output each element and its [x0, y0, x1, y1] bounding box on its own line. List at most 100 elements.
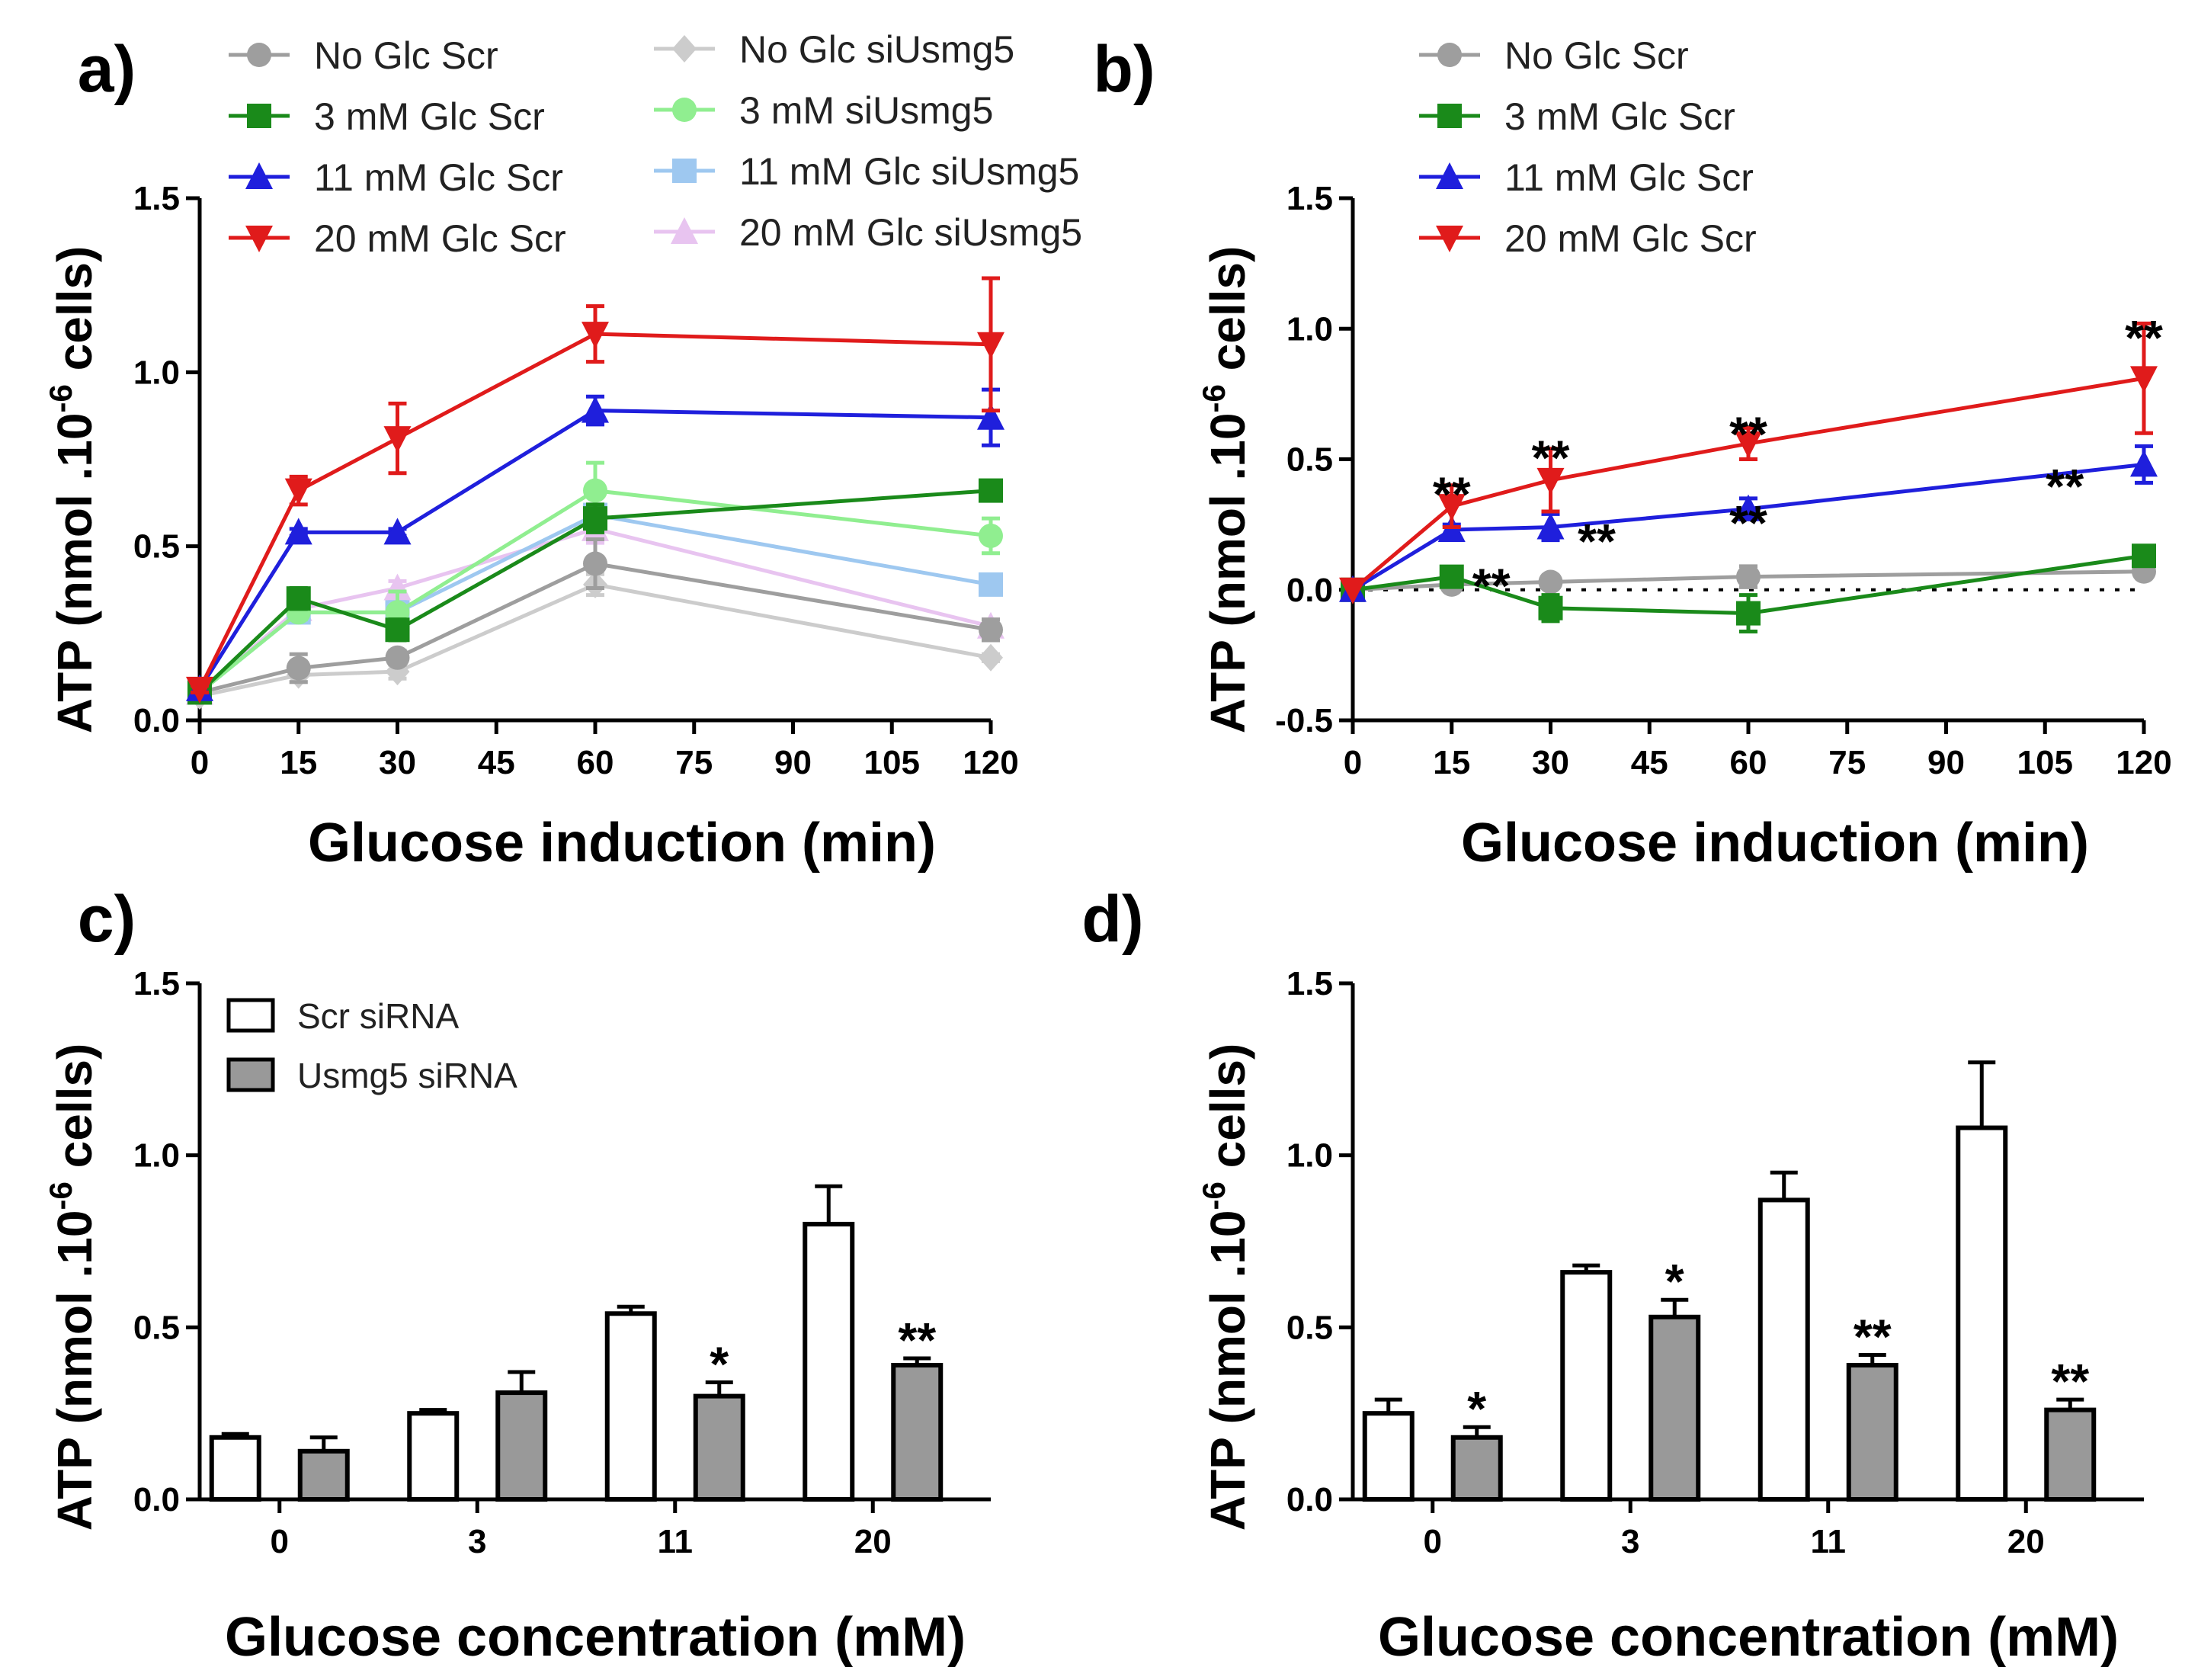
data-point [979, 572, 1003, 597]
legend-marker [1436, 162, 1463, 189]
x-tick-label: 90 [774, 744, 812, 781]
legend-marker [672, 98, 697, 122]
y-tick-label: 0.5 [133, 1309, 180, 1346]
y-tick-label: 0.5 [1286, 1309, 1333, 1346]
legend-label: 20 mM Glc Scr [1504, 217, 1757, 260]
x-tick-label: 105 [864, 744, 920, 781]
x-tick-label: 105 [2017, 744, 2073, 781]
legend-label: No Glc siUsmg5 [739, 28, 1014, 71]
y-tick-label: 1.0 [1286, 1137, 1333, 1175]
significance-label: * [1665, 1254, 1684, 1309]
bar-scr-sirna [1560, 1270, 1613, 1502]
data-point [286, 656, 311, 681]
y-tick-label: 1.5 [133, 965, 180, 1002]
x-axis-title: Glucose induction (min) [308, 813, 936, 874]
data-point [286, 586, 311, 611]
y-axis-title-main: ATP (nmol .10 [1200, 412, 1255, 733]
significance-label: ** [2046, 459, 2084, 514]
legend-swatch [226, 998, 275, 1033]
x-tick-label: 45 [1631, 744, 1668, 781]
data-point [383, 573, 412, 601]
x-tick-label: 11 [657, 1523, 693, 1560]
y-tick-label: 1.5 [1286, 180, 1333, 217]
data-point [582, 396, 609, 423]
legend-marker [672, 35, 697, 63]
data-point [977, 332, 1004, 359]
y-tick-label: 0.5 [1286, 441, 1333, 479]
significance-label: ** [898, 1313, 936, 1367]
bar-scr-sirna [209, 1435, 261, 1502]
panel-label: a) [78, 33, 136, 106]
x-tick-label: 45 [478, 744, 515, 781]
data-point [1437, 494, 1466, 521]
legend: Scr siRNA Usmg5 siRNA [226, 996, 517, 1095]
significance-label: * [1467, 1381, 1486, 1436]
legend-label: 11 mM Glc Scr [1504, 156, 1754, 199]
significance-label: ** [1729, 495, 1767, 550]
chart-a: 0.0 0.5 1.0 1.5 0 15 30 45 60 75 90 105 120 No Glc Sc… [43, 28, 1082, 874]
data-point [385, 617, 410, 643]
data-point [1538, 569, 1563, 595]
legend-marker [1436, 226, 1463, 252]
significance-label: ** [1532, 431, 1570, 486]
y-tick-label: 0.0 [133, 702, 180, 739]
data-point [1736, 601, 1761, 626]
x-axis-title: Glucose concentration (mM) [1378, 1607, 2119, 1668]
y-tick-label: 0.0 [1286, 572, 1333, 609]
data-point [284, 478, 312, 505]
y-axis-title: ATP (nmol .10-6 cells) [1196, 246, 1255, 734]
y-axis-title-main: ATP (nmol .10 [47, 412, 102, 733]
x-tick-label: 15 [1433, 744, 1470, 781]
y-tick-label: 0.0 [1286, 1481, 1333, 1518]
bar-scr-sirna [604, 1311, 657, 1502]
legend-label: 3 mM Glc Scr [314, 95, 545, 138]
data-point [583, 506, 607, 531]
data-point [385, 645, 410, 670]
data-point [186, 676, 213, 704]
chart-d: 0.0 0.5 1.0 1.5 0 * 3 * 11 ** 20 ** d) Glucose concen… [1081, 883, 2144, 1668]
data-point [284, 518, 312, 545]
x-tick-label: 60 [577, 744, 614, 781]
chart-b: -0.50.00.51.01.50 15 30 45 60 75 90 105 120*****… [1093, 33, 2171, 874]
data-point [1536, 512, 1565, 540]
y-tick-label: 1.0 [1286, 310, 1333, 348]
y-axis-title-main: ATP (nmol .10 [1200, 1210, 1255, 1531]
y-axis-title: ATP (nmol .10-6 cells) [1196, 1044, 1255, 1531]
y-axis-title-main: ATP (nmol .10 [47, 1210, 102, 1531]
data-point [583, 478, 607, 503]
legend-label: 20 mM Glc Scr [314, 217, 566, 260]
data-point [979, 643, 1003, 672]
series-11-mm-glc-scr [186, 387, 1004, 701]
panel-label: b) [1093, 33, 1155, 106]
x-tick-label: 20 [2007, 1523, 2045, 1560]
legend-label: 20 mM Glc siUsmg5 [739, 211, 1082, 254]
bar-scr-sirna [1757, 1197, 1810, 1502]
x-tick-label: 60 [1730, 744, 1767, 781]
x-tick-label: 11 [1810, 1523, 1846, 1560]
legend-marker [1437, 104, 1462, 128]
x-tick-label: 30 [379, 744, 416, 781]
legend-marker [245, 162, 273, 189]
y-axis-title-superscript: -6 [43, 384, 78, 412]
legend-label: No Glc Scr [1504, 34, 1689, 77]
significance-label: ** [1578, 514, 1616, 569]
significance-label: * [710, 1337, 729, 1392]
data-point [383, 426, 412, 454]
y-axis-title-superscript: -6 [43, 1181, 78, 1210]
x-tick-label: 30 [1532, 744, 1569, 781]
x-tick-label: 0 [1424, 1523, 1442, 1560]
y-tick-label: 0.5 [133, 528, 180, 566]
legend-marker [245, 226, 273, 252]
series-line [199, 582, 992, 698]
x-tick-label: 75 [675, 744, 713, 781]
y-axis-title-tail: cells) [47, 1044, 102, 1181]
y-tick-label: 1.5 [1286, 965, 1333, 1002]
y-axis-title: ATP (nmol .10-6 cells) [43, 246, 102, 734]
data-point [979, 617, 1003, 643]
x-tick-label: 20 [854, 1523, 892, 1560]
series-3-mm-glc-scr [1341, 543, 2156, 634]
legend-label: 11 mM Glc Scr [314, 156, 563, 199]
data-point [979, 523, 1003, 548]
legend-marker [671, 217, 698, 244]
